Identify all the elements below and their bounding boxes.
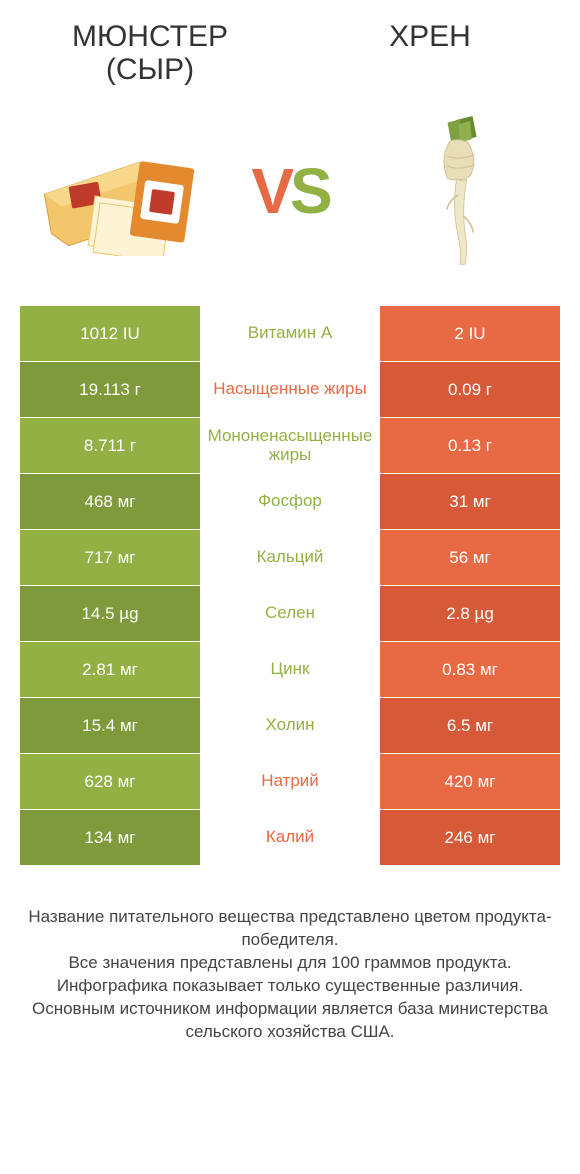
cell-nutrient: Насыщенные жиры	[200, 362, 380, 417]
cell-nutrient: Фосфор	[200, 474, 380, 529]
table-row: 2.81 мгЦинк0.83 мг	[20, 642, 560, 698]
table-row: 628 мгНатрий420 мг	[20, 754, 560, 810]
cell-right: 0.09 г	[380, 362, 560, 417]
cell-right: 2 IU	[380, 306, 560, 361]
horseradish-image	[370, 101, 550, 281]
cell-nutrient: Холин	[200, 698, 380, 753]
cell-right: 0.83 мг	[380, 642, 560, 697]
cell-right: 31 мг	[380, 474, 560, 529]
cell-right: 420 мг	[380, 754, 560, 809]
title-right: ХРЕН	[304, 20, 556, 53]
table-row: 19.113 гНасыщенные жиры0.09 г	[20, 362, 560, 418]
cell-nutrient: Цинк	[200, 642, 380, 697]
cell-left: 134 мг	[20, 810, 200, 865]
cell-right: 56 мг	[380, 530, 560, 585]
cell-nutrient: Калий	[200, 810, 380, 865]
footer: Название питательного вещества представл…	[0, 866, 580, 1064]
cell-left: 19.113 г	[20, 362, 200, 417]
cell-left: 14.5 µg	[20, 586, 200, 641]
table-row: 468 мгФосфор31 мг	[20, 474, 560, 530]
vs-s: S	[290, 155, 329, 227]
cell-nutrient: Мононенасыщенные жиры	[200, 418, 380, 473]
table-row: 1012 IUВитамин A2 IU	[20, 306, 560, 362]
footer-line-2: Все значения представлены для 100 граммо…	[20, 952, 560, 975]
cell-right: 0.13 г	[380, 418, 560, 473]
cheese-image	[30, 101, 210, 281]
cell-right: 2.8 µg	[380, 586, 560, 641]
cell-nutrient: Кальций	[200, 530, 380, 585]
images-row: VS	[0, 96, 580, 306]
vs-label: VS	[251, 154, 328, 228]
footer-line-3: Инфографика показывает только существенн…	[20, 975, 560, 998]
footer-line-4: Основным источником информации является …	[20, 998, 560, 1044]
table-row: 134 мгКалий246 мг	[20, 810, 560, 866]
cell-nutrient: Витамин A	[200, 306, 380, 361]
cell-right: 6.5 мг	[380, 698, 560, 753]
cell-left: 2.81 мг	[20, 642, 200, 697]
nutrient-table: 1012 IUВитамин A2 IU19.113 гНасыщенные ж…	[20, 306, 560, 866]
title-left: МЮНСТЕР (СЫР)	[24, 20, 276, 86]
vs-v: V	[251, 155, 290, 227]
cell-left: 717 мг	[20, 530, 200, 585]
cell-left: 15.4 мг	[20, 698, 200, 753]
cell-right: 246 мг	[380, 810, 560, 865]
table-row: 14.5 µgСелен2.8 µg	[20, 586, 560, 642]
cell-left: 628 мг	[20, 754, 200, 809]
cell-nutrient: Натрий	[200, 754, 380, 809]
cell-left: 468 мг	[20, 474, 200, 529]
table-row: 717 мгКальций56 мг	[20, 530, 560, 586]
table-row: 8.711 гМононенасыщенные жиры0.13 г	[20, 418, 560, 474]
table-row: 15.4 мгХолин6.5 мг	[20, 698, 560, 754]
footer-line-1: Название питательного вещества представл…	[20, 906, 560, 952]
cell-left: 1012 IU	[20, 306, 200, 361]
cell-left: 8.711 г	[20, 418, 200, 473]
header: МЮНСТЕР (СЫР) ХРЕН	[0, 0, 580, 96]
cell-nutrient: Селен	[200, 586, 380, 641]
